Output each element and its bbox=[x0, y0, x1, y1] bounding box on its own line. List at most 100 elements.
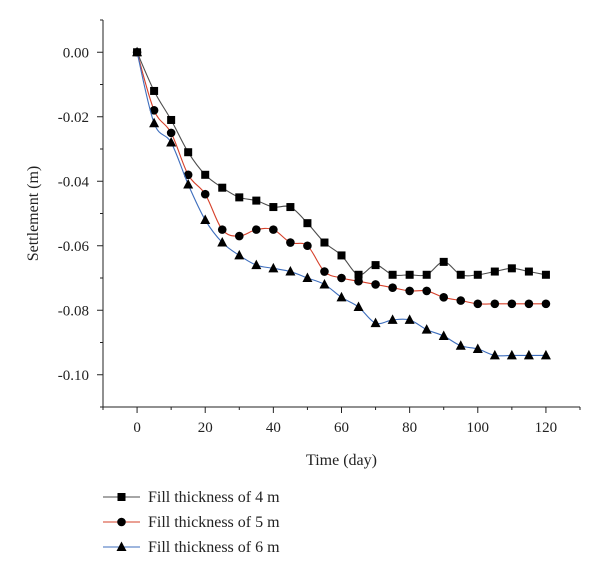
y-tick-label: 0.00 bbox=[63, 45, 89, 61]
data-point-square bbox=[167, 115, 176, 124]
x-axis-title: Time (day) bbox=[306, 452, 377, 469]
data-point-triangle bbox=[506, 349, 517, 360]
data-point-triangle bbox=[421, 324, 432, 334]
series-triangle bbox=[132, 46, 551, 360]
legend: Fill thickness of 4 m Fill thickness of 5… bbox=[103, 489, 280, 556]
data-point-circle bbox=[439, 293, 449, 302]
data-point-triangle bbox=[472, 343, 483, 353]
data-point-square bbox=[303, 219, 312, 228]
data-point-square bbox=[456, 270, 465, 279]
series-square bbox=[133, 48, 550, 279]
data-point-circle bbox=[371, 280, 380, 289]
data-point-triangle bbox=[336, 291, 347, 302]
data-point-circle bbox=[422, 286, 431, 296]
series-layer bbox=[132, 46, 551, 360]
data-point-square bbox=[422, 270, 431, 279]
data-point-triangle bbox=[217, 237, 228, 247]
data-point-square bbox=[150, 86, 159, 95]
data-point-circle bbox=[541, 299, 551, 309]
data-point-square bbox=[286, 203, 295, 212]
data-point-triangle bbox=[285, 266, 296, 276]
data-point-triangle bbox=[132, 46, 143, 57]
data-point-triangle bbox=[540, 349, 551, 360]
data-point-circle bbox=[252, 225, 261, 234]
data-point-circle bbox=[183, 170, 193, 180]
data-point-triangle bbox=[455, 340, 466, 350]
data-point-square bbox=[235, 193, 244, 202]
y-tick-label: -0.02 bbox=[58, 110, 89, 126]
data-point-triangle bbox=[268, 262, 279, 273]
data-point-triangle bbox=[166, 137, 177, 147]
data-point-triangle bbox=[200, 214, 211, 224]
data-point-triangle bbox=[319, 278, 330, 289]
legend-marker-triangle bbox=[116, 541, 127, 551]
data-point-circle bbox=[320, 267, 329, 276]
data-point-circle bbox=[456, 296, 466, 305]
data-point-triangle bbox=[234, 249, 245, 260]
data-point-circle bbox=[286, 238, 295, 247]
data-point-circle bbox=[303, 241, 312, 251]
y-tick-label: -0.04 bbox=[58, 174, 90, 190]
x-tick-label: 0 bbox=[133, 420, 141, 436]
data-point-circle bbox=[234, 231, 244, 241]
data-point-circle bbox=[388, 283, 397, 292]
x-tick-label: 60 bbox=[334, 420, 349, 436]
series-line bbox=[136, 52, 546, 357]
y-tick-label: -0.10 bbox=[58, 368, 89, 384]
data-point-triangle bbox=[438, 330, 449, 341]
data-point-square bbox=[252, 196, 261, 205]
data-point-square bbox=[337, 251, 346, 260]
data-point-square bbox=[354, 270, 363, 279]
data-point-square bbox=[490, 267, 499, 276]
series-line bbox=[136, 52, 546, 305]
data-point-square bbox=[524, 267, 533, 276]
y-axis-title: Settlement (m) bbox=[25, 166, 42, 262]
data-point-square bbox=[473, 270, 482, 279]
data-point-square bbox=[218, 183, 227, 192]
data-point-circle bbox=[490, 299, 500, 309]
legend-item: Fill thickness of 6 m bbox=[103, 539, 280, 556]
x-tick-label: 80 bbox=[402, 420, 417, 436]
data-point-circle bbox=[524, 299, 534, 309]
data-point-square bbox=[507, 264, 516, 273]
y-tick-label: -0.08 bbox=[58, 303, 89, 319]
data-point-circle bbox=[405, 286, 414, 296]
data-point-triangle bbox=[353, 301, 364, 312]
data-point-square bbox=[541, 270, 550, 279]
y-tick-label: -0.06 bbox=[58, 239, 90, 255]
data-point-triangle bbox=[523, 349, 534, 360]
series-line bbox=[136, 52, 547, 277]
data-point-square bbox=[269, 203, 278, 212]
data-point-square bbox=[388, 270, 397, 279]
data-point-square bbox=[405, 270, 414, 279]
legend-item: Fill thickness of 4 m bbox=[103, 489, 280, 506]
data-point-square bbox=[201, 170, 210, 179]
x-tick-label: 100 bbox=[467, 420, 490, 436]
legend-label: Fill thickness of 4 m bbox=[148, 489, 280, 506]
data-point-triangle bbox=[251, 259, 262, 270]
data-point-square bbox=[320, 238, 329, 247]
x-tick-label: 20 bbox=[198, 420, 213, 436]
data-point-square bbox=[439, 257, 448, 266]
data-point-circle bbox=[217, 225, 227, 234]
x-tick-label: 120 bbox=[535, 420, 558, 436]
data-point-circle bbox=[473, 299, 483, 309]
data-point-circle bbox=[507, 299, 517, 309]
data-point-triangle bbox=[149, 117, 160, 128]
data-point-circle bbox=[269, 225, 278, 234]
data-point-square bbox=[371, 261, 380, 270]
x-tick-label: 40 bbox=[266, 420, 281, 436]
data-point-triangle bbox=[370, 317, 381, 328]
data-point-circle bbox=[337, 273, 346, 283]
axes: 0.00 -0.02 -0.04 -0.06 -0.08 -0.10 0 20 40 60 80 10… bbox=[25, 19, 581, 469]
series-circle bbox=[132, 47, 551, 309]
data-point-triangle bbox=[404, 314, 415, 324]
data-point-circle bbox=[200, 189, 210, 199]
legend-marker-square bbox=[117, 493, 126, 501]
data-point-square bbox=[184, 148, 193, 157]
data-point-triangle bbox=[183, 178, 194, 189]
data-point-circle bbox=[149, 106, 159, 115]
data-point-circle bbox=[354, 276, 363, 286]
legend-item: Fill thickness of 5 m bbox=[103, 514, 280, 531]
